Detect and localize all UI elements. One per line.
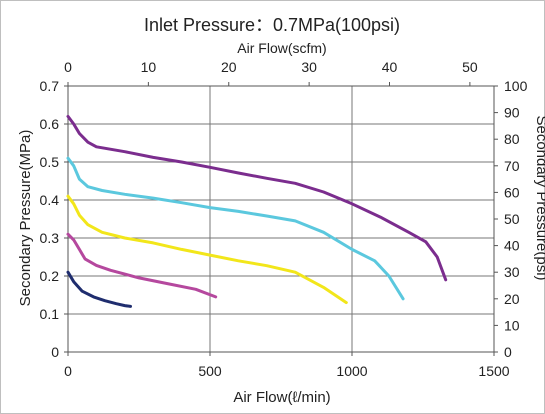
top-tick-label: 0 (64, 59, 72, 75)
bottom-tick-label: 1000 (336, 363, 367, 379)
left-tick-label: 0.3 (40, 230, 60, 246)
right-tick-label: 100 (504, 78, 528, 94)
left-tick-label: 0.4 (40, 192, 60, 208)
left-tick-label: 0.6 (40, 116, 60, 132)
right-tick-label: 40 (504, 238, 520, 254)
top-tick-label: 20 (221, 59, 237, 75)
right-tick-label: 70 (504, 158, 520, 174)
top-axis-label: Air Flow(scfm) (237, 40, 326, 56)
left-tick-label: 0 (51, 344, 59, 360)
bottom-tick-label: 500 (198, 363, 222, 379)
series-line-2 (66, 232, 218, 299)
right-tick-label: 10 (504, 317, 520, 333)
top-tick-label: 10 (141, 59, 157, 75)
left-tick-label: 0.1 (40, 306, 60, 322)
series-line-5 (66, 114, 448, 282)
series-line-3 (66, 194, 348, 305)
top-tick-label: 50 (462, 59, 478, 75)
left-tick-label: 0.5 (40, 154, 60, 170)
bottom-tick-label: 1500 (478, 363, 509, 379)
right-tick-label: 0 (504, 344, 512, 360)
left-tick-label: 0.2 (40, 268, 60, 284)
top-tick-label: 40 (382, 59, 398, 75)
top-tick-label: 30 (301, 59, 317, 75)
right-tick-label: 50 (504, 211, 520, 227)
left-tick-label: 0.7 (40, 78, 60, 94)
right-tick-label: 30 (504, 264, 520, 280)
left-axis-label: Secondary Pressure(MPa) (17, 130, 34, 307)
right-tick-label: 90 (504, 105, 520, 121)
right-axis-label: Secondary Pressure(psi) (533, 115, 545, 280)
bottom-tick-label: 0 (64, 363, 72, 379)
series-line-1 (66, 270, 132, 308)
chart-title: Inlet Pressure：0.7MPa(100psi) (144, 15, 400, 35)
bottom-axis-label: Air Flow(ℓ/min) (233, 389, 330, 406)
right-tick-label: 20 (504, 291, 520, 307)
right-tick-label: 60 (504, 184, 520, 200)
series-line-4 (66, 156, 405, 301)
right-tick-label: 80 (504, 131, 520, 147)
